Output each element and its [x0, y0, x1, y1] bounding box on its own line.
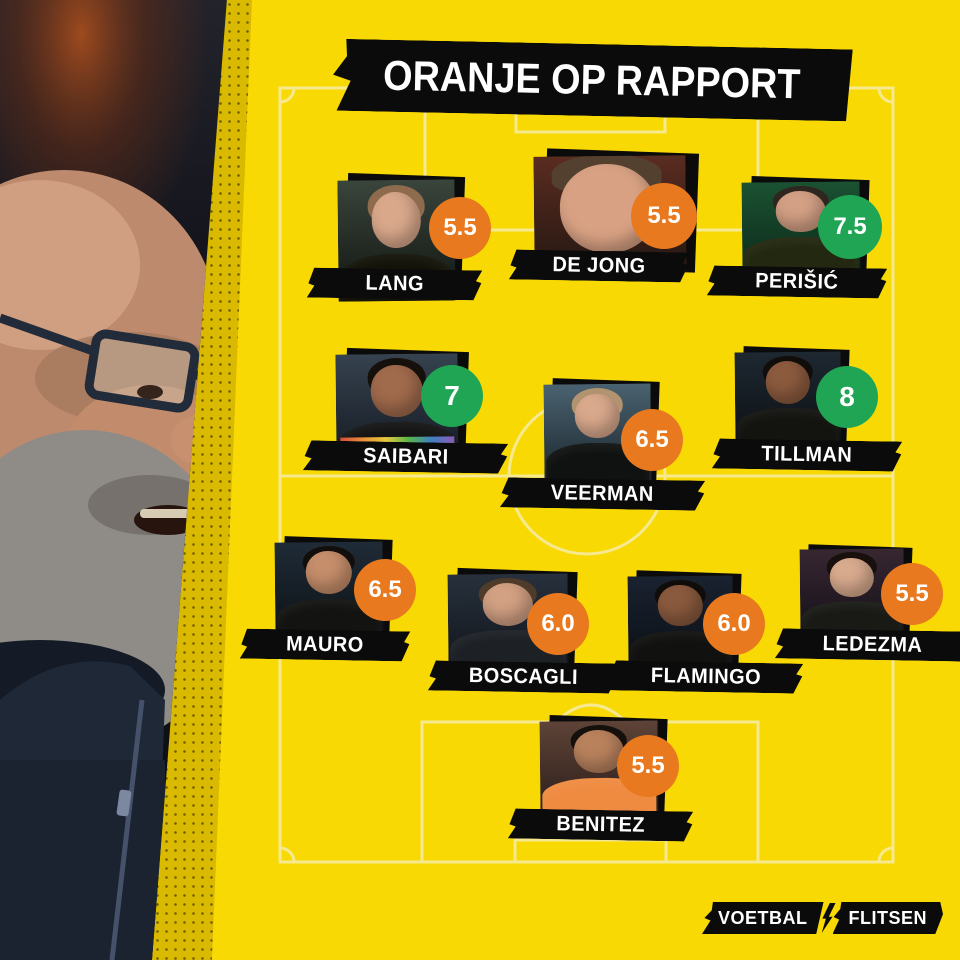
rating-badge: 5.5 [881, 563, 943, 625]
player-card: 8 TILLMAN [735, 346, 841, 444]
player-face [305, 551, 352, 595]
player-name-plate: LANG [307, 267, 482, 300]
player-name: MAURO [285, 632, 365, 657]
rating-value: 6.5 [368, 576, 402, 603]
rating-badge: 5.5 [617, 735, 679, 797]
player-face [371, 191, 422, 249]
player-name-plate: SAIBARI [303, 440, 508, 474]
rating-value: 5.5 [443, 214, 477, 241]
player-face [370, 364, 423, 417]
player-name-plate: MAURO [240, 629, 410, 662]
player-card: 5.5 LANG [338, 173, 491, 302]
title-text: ORANJE OP RAPPORT [382, 51, 802, 108]
player-face [574, 393, 621, 439]
player-card: 5.5 LEDEZMA [800, 543, 904, 634]
player-name: VEERMAN [550, 481, 655, 506]
player-name-plate: FLAMINGO [608, 660, 803, 693]
coach-portrait-illustration [0, 0, 227, 960]
player-name: DE JONG [552, 253, 646, 278]
player-name: TILLMAN [761, 442, 853, 467]
brand-badge: VOETBAL FLITSEN [702, 902, 944, 934]
player-name: BENITEZ [555, 812, 646, 837]
rating-value: 7 [444, 380, 460, 411]
player-name: LANG [365, 271, 424, 296]
rating-badge: 5.5 [631, 183, 697, 249]
player-name: PERIŠIĆ [755, 269, 839, 294]
player-face [765, 360, 811, 404]
player-card: 6.0 FLAMINGO [628, 570, 733, 666]
player-face [829, 557, 874, 597]
rating-value: 6.0 [717, 610, 751, 637]
player-card: 5.5 BENITEZ [540, 715, 658, 814]
player-face [658, 584, 703, 627]
rating-value: 8 [839, 381, 855, 412]
rating-badge: 7.5 [818, 195, 882, 259]
brand-plate-flitsen: FLITSEN [832, 902, 944, 934]
rating-value: 5.5 [647, 202, 681, 229]
lightning-bolt-icon [821, 903, 836, 933]
player-name: FLAMINGO [650, 664, 761, 689]
player-name: LEDEZMA [822, 632, 923, 657]
rating-value: 7.5 [833, 213, 867, 240]
coach-photo [0, 0, 227, 960]
brand-left-text: VOETBAL [718, 908, 808, 928]
rating-badge: 6.5 [354, 559, 416, 621]
player-face [482, 582, 534, 626]
player-card: 5.5 DE JONG [534, 148, 699, 273]
player-name-plate: LEDEZMA [775, 628, 960, 661]
rating-badge: 7 [421, 365, 483, 427]
player-name-plate: PERIŠIĆ [707, 265, 887, 298]
player-name-plate: TILLMAN [712, 438, 902, 471]
rating-badge: 8 [816, 366, 878, 428]
brand-plate-voetbal: VOETBAL [702, 902, 824, 934]
rating-value: 5.5 [631, 752, 665, 779]
player-card: 6.5 VEERMAN [544, 378, 651, 481]
rating-badge: 6.5 [621, 409, 683, 471]
title-banner: ORANJE OP RAPPORT [331, 39, 852, 122]
player-name-plate: DE JONG [509, 249, 689, 282]
player-name-plate: BENITEZ [508, 808, 693, 841]
rating-value: 5.5 [895, 580, 929, 607]
player-card: 6.5 MAURO [275, 536, 416, 635]
rating-value: 6.5 [635, 426, 669, 453]
brand-right-text: FLITSEN [848, 908, 928, 928]
player-name: BOSCAGLI [468, 664, 578, 689]
player-name: SAIBARI [362, 444, 449, 469]
rating-value: 6.0 [541, 610, 575, 637]
player-card: 7 SAIBARI [336, 347, 458, 466]
player-card: 7.5 PERIŠIĆ [742, 176, 860, 272]
player-name-plate: BOSCAGLI [428, 660, 618, 693]
player-card: 6.0 BOSCAGLI [448, 568, 568, 666]
rating-badge: 6.0 [527, 593, 589, 655]
player-name-plate: VEERMAN [500, 477, 705, 511]
rating-badge: 5.5 [429, 197, 491, 259]
rating-badge: 6.0 [703, 593, 765, 655]
